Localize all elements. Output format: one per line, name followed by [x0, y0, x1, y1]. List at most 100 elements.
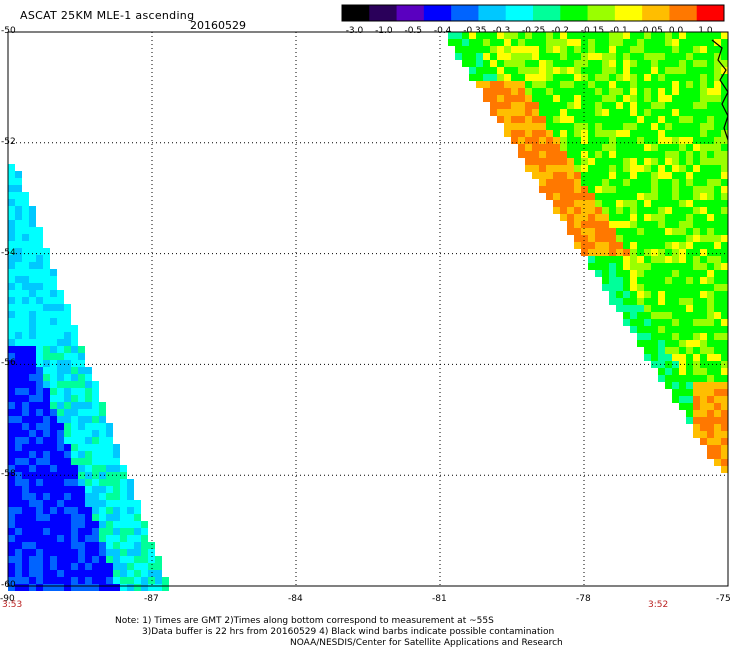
swath-pixel [651, 319, 658, 326]
swath-pixel [686, 214, 693, 221]
swath-pixel [567, 200, 574, 207]
swath-pixel [651, 165, 658, 172]
swath-pixel [602, 95, 609, 102]
swath-pixel [8, 304, 15, 311]
swath-pixel [50, 360, 57, 367]
swath-pixel [162, 577, 169, 584]
swath-pixel [22, 416, 29, 423]
swath-pixel [78, 479, 85, 486]
swath-pixel [574, 67, 581, 74]
swath-pixel [29, 430, 36, 437]
swath-pixel [714, 270, 721, 277]
swath-pixel [679, 39, 686, 46]
swath-pixel [693, 263, 700, 270]
swath-pixel [22, 451, 29, 458]
swath-pixel [15, 570, 22, 577]
swath-pixel [511, 130, 518, 137]
swath-pixel [78, 472, 85, 479]
swath-pixel [707, 354, 714, 361]
swath-pixel [15, 388, 22, 395]
swath-pixel [85, 374, 92, 381]
swath-pixel [581, 228, 588, 235]
swath-pixel [483, 46, 490, 53]
swath-pixel [651, 144, 658, 151]
swath-pixel [700, 389, 707, 396]
swath-pixel [567, 116, 574, 123]
swath-pixel [651, 221, 658, 228]
swath-pixel [120, 584, 127, 591]
swath-pixel [616, 116, 623, 123]
swath-pixel [630, 319, 637, 326]
swath-pixel [29, 220, 36, 227]
swath-pixel [644, 46, 651, 53]
swath-pixel [57, 423, 64, 430]
swath-pixel [630, 193, 637, 200]
swath-pixel [546, 109, 553, 116]
swath-pixel [609, 270, 616, 277]
color-scale-swatch [423, 5, 452, 21]
swath-pixel [588, 74, 595, 81]
swath-pixel [672, 193, 679, 200]
swath-pixel [99, 451, 106, 458]
swath-pixel [595, 109, 602, 116]
swath-pixel [155, 556, 162, 563]
swath-pixel [693, 109, 700, 116]
swath-pixel [686, 312, 693, 319]
swath-pixel [99, 514, 106, 521]
swath-pixel [43, 542, 50, 549]
swath-pixel [50, 297, 57, 304]
swath-pixel [630, 81, 637, 88]
swath-pixel [64, 584, 71, 591]
swath-pixel [525, 137, 532, 144]
swath-pixel [574, 221, 581, 228]
swath-pixel [588, 179, 595, 186]
swath-pixel [15, 486, 22, 493]
swath-pixel [679, 403, 686, 410]
swath-pixel [672, 137, 679, 144]
swath-pixel [630, 46, 637, 53]
swath-pixel [651, 32, 658, 39]
swath-pixel [92, 528, 99, 535]
swath-pixel [581, 123, 588, 130]
swath-pixel [658, 333, 665, 340]
swath-pixel [64, 563, 71, 570]
swath-pixel [22, 542, 29, 549]
swath-pixel [504, 109, 511, 116]
swath-pixel [616, 256, 623, 263]
swath-pixel [581, 88, 588, 95]
swath-pixel [623, 88, 630, 95]
swath-pixel [609, 81, 616, 88]
swath-pixel [588, 256, 595, 263]
swath-pixel [92, 458, 99, 465]
swath-pixel [693, 284, 700, 291]
swath-pixel [616, 53, 623, 60]
swath-pixel [595, 207, 602, 214]
swath-pixel [644, 284, 651, 291]
swath-pixel [64, 395, 71, 402]
swath-pixel [15, 479, 22, 486]
swath-pixel [714, 417, 721, 424]
swath-pixel [616, 263, 623, 270]
swath-pixel [22, 493, 29, 500]
swath-pixel [106, 500, 113, 507]
swath-pixel [679, 137, 686, 144]
swath-pixel [651, 284, 658, 291]
swath-pixel [609, 235, 616, 242]
swath-pixel [113, 507, 120, 514]
swath-pixel [36, 304, 43, 311]
swath-pixel [609, 116, 616, 123]
swath-pixel [539, 158, 546, 165]
swath-pixel [532, 32, 539, 39]
swath-pixel [525, 74, 532, 81]
swath-pixel [623, 109, 630, 116]
swath-pixel [686, 305, 693, 312]
swath-pixel [637, 291, 644, 298]
swath-pixel [476, 74, 483, 81]
swath-pixel [665, 298, 672, 305]
swath-pixel [36, 325, 43, 332]
swath-pixel [483, 88, 490, 95]
swath-pixel [99, 416, 106, 423]
swath-pixel [616, 172, 623, 179]
swath-pixel [616, 193, 623, 200]
swath-pixel [651, 305, 658, 312]
